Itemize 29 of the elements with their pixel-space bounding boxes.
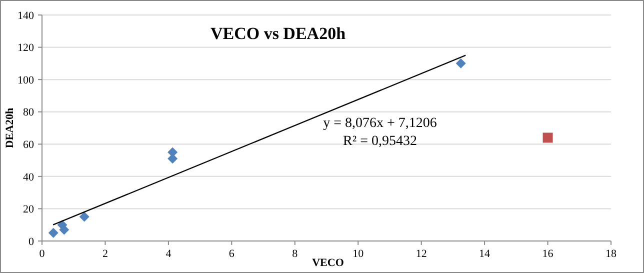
y-tick-label: 40 [23, 171, 34, 184]
x-tick-label: 18 [606, 248, 617, 260]
point [168, 154, 178, 164]
point [456, 58, 466, 68]
annotation: y = 8,076x + 7,1206 [323, 116, 437, 131]
y-tick-label: 60 [23, 138, 34, 151]
y-tick-label: 120 [18, 42, 34, 54]
y-tick-label: 140 [18, 10, 34, 22]
y-tick-label: 0 [28, 236, 34, 248]
point [59, 224, 70, 235]
x-tick-label: 2 [102, 248, 108, 260]
point [48, 228, 58, 238]
x-axis-title: VECO [312, 257, 344, 269]
x-tick-label: 10 [352, 248, 364, 260]
x-tick-label: 14 [479, 248, 491, 260]
x-tick-label: 6 [228, 248, 235, 260]
y-tick-label: 20 [23, 204, 34, 216]
x-tick-label: 8 [292, 248, 298, 260]
point [79, 212, 90, 222]
text: VECO vs DEA20h [210, 24, 346, 43]
y-tick-label: 80 [23, 106, 34, 119]
x-tick-label: 16 [542, 248, 554, 260]
annotation: R² = 0,95432 [343, 134, 417, 149]
point [542, 132, 553, 143]
x-tick-label: 4 [166, 248, 172, 260]
x-tick-label: 0 [39, 248, 46, 260]
y-axis-title: DEA20h [4, 108, 16, 148]
y-tick-label: 100 [18, 74, 34, 86]
x-tick-label: 12 [416, 248, 427, 260]
